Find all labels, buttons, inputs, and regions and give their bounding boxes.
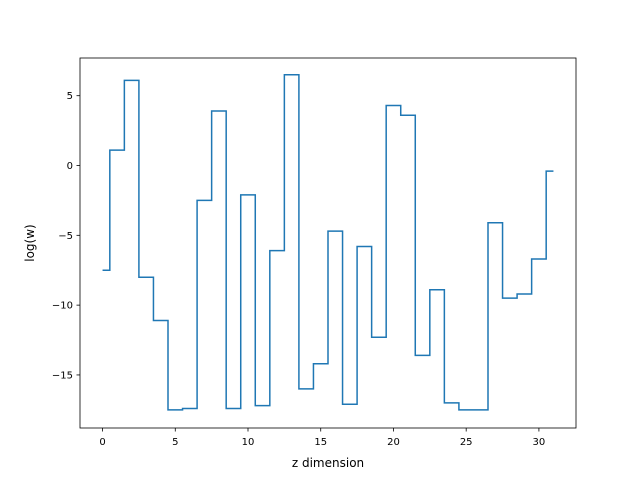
y-tick-label: 0 [67,161,73,172]
x-tick-label: 15 [314,437,327,448]
series-line [102,74,554,411]
y-tick-label: −10 [52,301,73,312]
series-layer [102,74,554,411]
x-tick-label: 0 [99,437,105,448]
y-axis-label: log(w) [23,224,37,261]
y-axis-ticks: 5 0 −5 −10 −15 [52,91,80,381]
x-tick-label: 30 [533,437,546,448]
x-tick-label: 25 [460,437,473,448]
y-tick-label: 5 [67,91,73,102]
x-axis-label: z dimension [292,456,364,470]
x-axis-ticks: 0 5 10 15 20 25 30 [99,428,545,448]
x-tick-label: 20 [387,437,400,448]
y-tick-label: −5 [58,231,73,242]
x-tick-label: 10 [242,437,255,448]
x-tick-label: 5 [172,437,178,448]
y-tick-label: −15 [52,370,73,381]
